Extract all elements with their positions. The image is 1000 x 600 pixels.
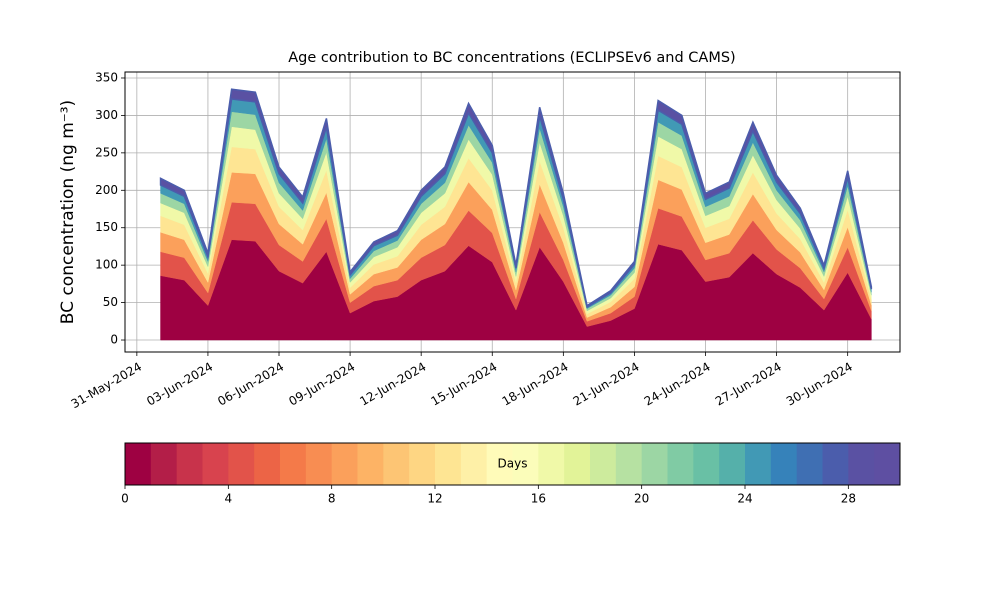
y-tick-label: 250 xyxy=(95,145,118,159)
y-tick-label: 0 xyxy=(110,333,118,347)
axes-frame xyxy=(124,71,901,353)
colorbar-bin xyxy=(719,443,746,485)
colorbar-bin xyxy=(564,443,591,485)
colorbar-bin xyxy=(590,443,617,485)
y-axis-label: BC concentration (ng m⁻³) xyxy=(58,100,78,324)
colorbar-tick-label: 16 xyxy=(531,492,546,506)
colorbar-tick-label: 12 xyxy=(427,492,442,506)
colorbar-bin xyxy=(796,443,823,485)
colorbar-bin xyxy=(357,443,384,485)
colorbar-bin xyxy=(460,443,488,485)
colorbar-bin xyxy=(848,443,875,485)
colorbar-bin xyxy=(745,443,772,485)
colorbar-bin xyxy=(512,443,539,485)
y-tick-label: 200 xyxy=(95,183,118,197)
plot-area xyxy=(125,72,900,352)
colorbar-bin xyxy=(280,443,307,485)
colorbar-tick-label: 0 xyxy=(121,492,129,506)
y-tick-label: 350 xyxy=(95,70,118,84)
colorbar-bin xyxy=(125,443,152,485)
chart-title: Age contribution to BC concentrations (E… xyxy=(288,50,735,66)
colorbar-bin xyxy=(486,443,513,485)
y-tick-label: 50 xyxy=(103,295,118,309)
colorbar-bin xyxy=(228,443,255,485)
colorbar-bin xyxy=(254,443,281,485)
colorbar-frame xyxy=(124,442,901,486)
colorbar-tick-label: 20 xyxy=(634,492,649,506)
colorbar-tick-label: 24 xyxy=(737,492,752,506)
colorbar-bin xyxy=(615,443,643,485)
area-layer xyxy=(159,88,873,309)
colorbar-tick-label: 8 xyxy=(328,492,336,506)
colorbar-bin xyxy=(641,443,668,485)
colorbar-bin xyxy=(874,443,901,485)
colorbar-bin xyxy=(822,443,849,485)
colorbar-bin xyxy=(202,443,229,485)
colorbar-bin xyxy=(435,443,462,485)
colorbar-bin xyxy=(667,443,694,485)
colorbar: 0 4 8 12 16 20 24 28 Days xyxy=(121,442,901,506)
colorbar-bin xyxy=(538,443,565,485)
y-tick-label: 300 xyxy=(95,108,118,122)
colorbar-bin xyxy=(383,443,410,485)
colorbar-bin xyxy=(176,443,203,485)
colorbar-bin xyxy=(770,443,798,485)
y-tick-label: 100 xyxy=(95,258,118,272)
colorbar-label: Days xyxy=(498,457,528,471)
colorbar-tick-label: 4 xyxy=(225,492,233,506)
colorbar-bin xyxy=(150,443,178,485)
colorbar-bin xyxy=(409,443,436,485)
colorbar-bin xyxy=(331,443,358,485)
colorbar-bin xyxy=(305,443,333,485)
y-tick-label: 150 xyxy=(95,220,118,234)
colorbar-tick-label: 28 xyxy=(841,492,856,506)
colorbar-bin xyxy=(693,443,720,485)
